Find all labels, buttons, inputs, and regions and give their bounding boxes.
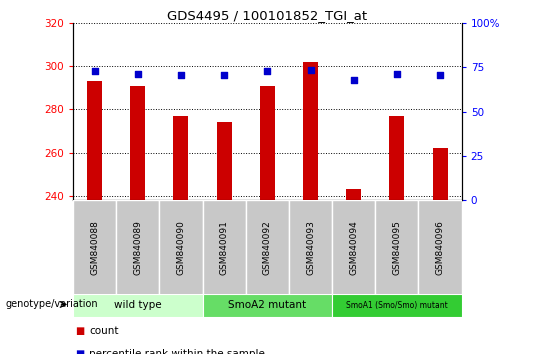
Text: ■: ■ [76,349,85,354]
Bar [332,294,462,317]
Bar [202,294,332,317]
Text: percentile rank within the sample: percentile rank within the sample [89,349,265,354]
Bar [303,62,318,200]
Point [263,68,272,74]
Point [436,72,444,78]
Bar [246,200,289,296]
Text: GSM840089: GSM840089 [133,220,142,275]
Bar [217,122,232,200]
Bar [375,200,418,296]
Point [90,68,99,74]
Bar [73,200,116,296]
Bar [202,200,246,296]
Bar [418,200,462,296]
Text: GSM840094: GSM840094 [349,221,358,275]
Bar [73,294,202,317]
Text: ■: ■ [76,326,85,336]
Text: SmoA1 (Smo/Smo) mutant: SmoA1 (Smo/Smo) mutant [346,301,448,310]
Point [220,72,228,78]
Text: count: count [89,326,119,336]
Bar [289,200,332,296]
Point [177,72,185,78]
Bar [173,116,188,200]
Bar [130,86,145,200]
Title: GDS4495 / 100101852_TGI_at: GDS4495 / 100101852_TGI_at [167,9,367,22]
Text: genotype/variation: genotype/variation [5,299,98,309]
Text: GSM840092: GSM840092 [263,221,272,275]
Text: GSM840093: GSM840093 [306,220,315,275]
Text: SmoA2 mutant: SmoA2 mutant [228,300,306,310]
Bar [116,200,159,296]
Text: wild type: wild type [114,300,161,310]
Bar [346,189,361,200]
Point [306,67,315,73]
Bar [433,148,448,200]
Point [393,72,401,77]
Text: GSM840096: GSM840096 [436,220,444,275]
Text: GSM840088: GSM840088 [90,220,99,275]
Bar [389,116,404,200]
Bar [159,200,202,296]
Point [349,77,358,82]
Point [133,72,142,77]
Bar [87,81,102,200]
Text: GSM840090: GSM840090 [177,220,185,275]
Text: GSM840091: GSM840091 [220,220,228,275]
Text: GSM840095: GSM840095 [393,220,401,275]
Bar [332,200,375,296]
Bar [260,86,275,200]
